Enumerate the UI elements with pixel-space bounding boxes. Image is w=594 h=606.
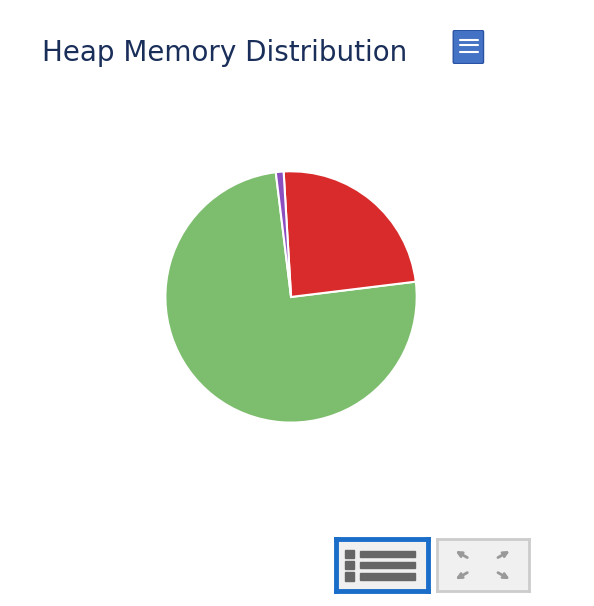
Wedge shape — [276, 171, 291, 297]
Wedge shape — [165, 172, 417, 422]
Bar — [359, 551, 415, 557]
Wedge shape — [283, 171, 416, 297]
Bar — [345, 550, 354, 558]
Text: Heap Memory Distribution: Heap Memory Distribution — [42, 39, 407, 67]
Bar — [359, 573, 415, 579]
Bar — [345, 561, 354, 569]
Bar — [359, 562, 415, 568]
Bar — [345, 572, 354, 581]
FancyBboxPatch shape — [453, 30, 484, 64]
